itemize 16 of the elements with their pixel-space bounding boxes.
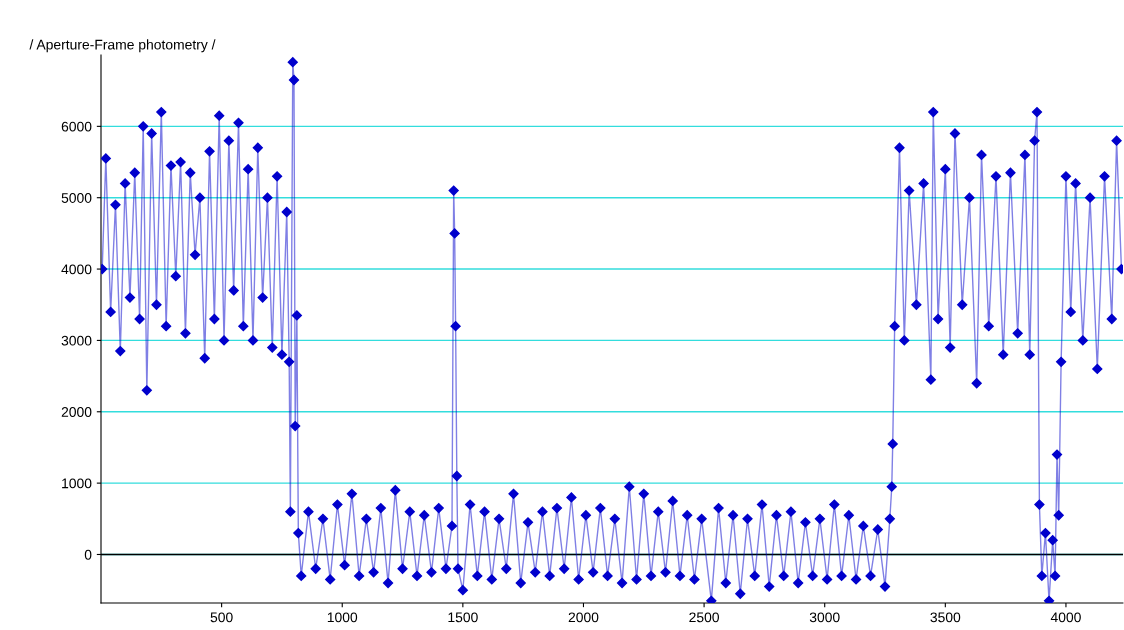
x-tick-label: 3000 — [809, 612, 840, 623]
x-tick-label: 2500 — [689, 612, 719, 623]
x-tick-label: 1500 — [448, 612, 478, 623]
y-tick-label: 1000 — [62, 478, 92, 489]
x-tick-label: 500 — [210, 612, 233, 623]
y-tick-label: 6000 — [61, 121, 92, 132]
y-tick-label: 3000 — [61, 335, 92, 346]
y-tick-label: 4000 — [61, 264, 92, 275]
y-tick-label: 5000 — [61, 193, 92, 203]
x-tick-label: 4000 — [1050, 612, 1081, 623]
chart-title: / Aperture-Frame photometry / — [29, 39, 216, 53]
y-tick-label: 2000 — [61, 407, 92, 417]
x-tick-label: 3500 — [930, 612, 961, 623]
y-tick-label: 0 — [84, 549, 92, 560]
x-tick-label: 1000 — [327, 612, 358, 623]
x-tick-label: 2000 — [568, 612, 599, 623]
